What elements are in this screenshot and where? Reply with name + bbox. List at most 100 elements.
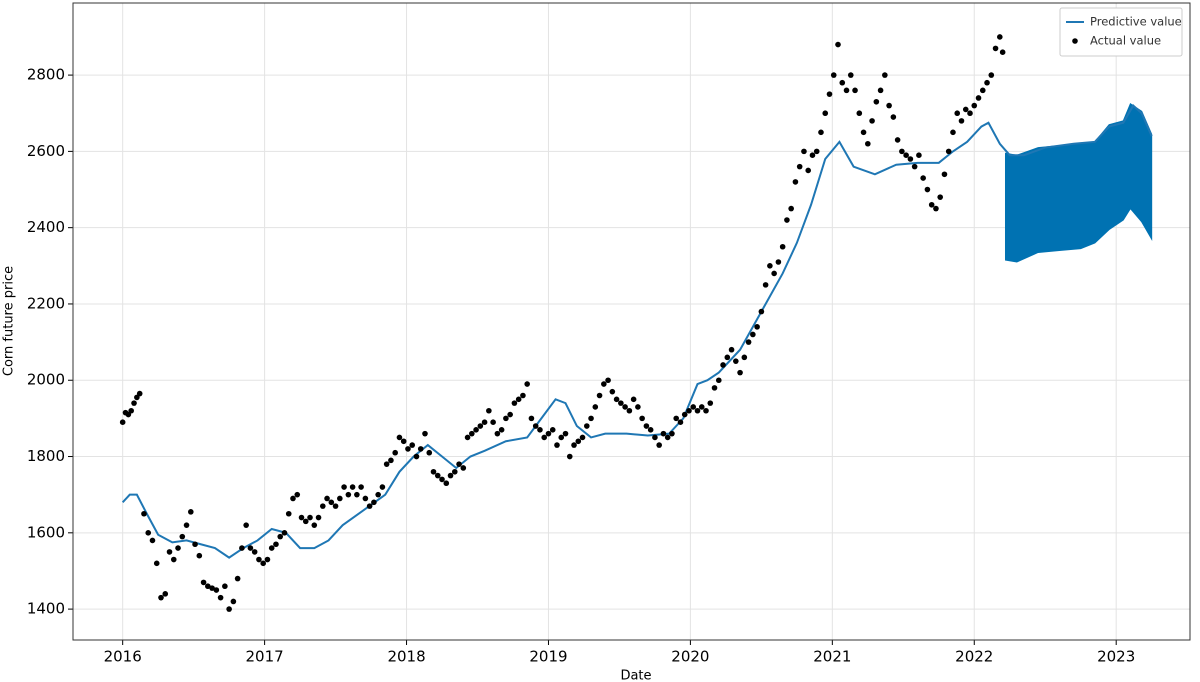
y-tick-label: 1400 — [27, 600, 65, 618]
actual-point — [422, 430, 428, 437]
actual-point — [728, 346, 735, 353]
actual-point — [183, 522, 190, 528]
actual-point — [188, 509, 194, 515]
actual-point — [775, 259, 782, 265]
actual-point — [273, 541, 279, 548]
actual-point — [136, 390, 143, 397]
actual-point — [860, 129, 867, 136]
actual-point — [971, 102, 978, 109]
actual-point — [409, 442, 416, 448]
actual-point — [575, 438, 582, 445]
x-tick-label: 2023 — [1097, 648, 1135, 666]
actual-point — [511, 400, 518, 406]
actual-point — [285, 510, 292, 517]
actual-point — [260, 560, 266, 567]
actual-point — [464, 434, 471, 441]
actual-point — [984, 79, 990, 86]
actual-point — [933, 205, 939, 212]
actual-point — [715, 377, 722, 384]
actual-point — [315, 514, 322, 521]
actual-point — [962, 106, 969, 113]
y-tick-label: 2400 — [27, 218, 65, 236]
actual-point — [954, 110, 961, 117]
actual-point — [924, 186, 931, 193]
actual-point — [217, 594, 224, 601]
actual-point — [515, 396, 522, 403]
actual-point — [941, 171, 948, 178]
actual-point — [826, 91, 833, 97]
actual-point — [396, 434, 403, 441]
y-tick-label: 1800 — [27, 447, 65, 465]
actual-point — [226, 606, 232, 612]
actual-point — [664, 434, 671, 441]
actual-point — [865, 140, 871, 147]
y-tick-label: 2000 — [27, 371, 65, 389]
actual-point — [711, 385, 718, 391]
actual-point — [541, 434, 548, 441]
legend-label: Actual value — [1090, 34, 1161, 48]
actual-point — [707, 400, 714, 406]
actual-point — [737, 369, 743, 376]
actual-point — [311, 522, 318, 528]
actual-point — [192, 541, 198, 548]
actual-point — [532, 423, 539, 429]
actual-point — [613, 396, 620, 403]
actual-point — [149, 537, 156, 544]
y-tick-label: 1600 — [27, 523, 65, 541]
actual-point — [558, 434, 565, 441]
actual-point — [979, 87, 986, 94]
legend-box — [1059, 7, 1183, 57]
actual-point — [451, 468, 458, 475]
actual-point — [162, 591, 169, 597]
actual-point — [813, 148, 820, 155]
actual-point — [839, 79, 846, 86]
actual-point — [366, 503, 373, 509]
actual-point — [733, 358, 739, 364]
actual-point — [388, 457, 394, 464]
actual-point — [698, 404, 705, 410]
actual-point — [131, 400, 137, 406]
actual-point — [175, 545, 181, 551]
actual-point — [911, 163, 918, 170]
y-axis-label: Corn future price — [2, 266, 17, 376]
actual-point — [818, 129, 824, 136]
actual-point — [213, 587, 220, 593]
actual-point — [251, 549, 258, 555]
actual-point — [677, 419, 684, 425]
actual-point — [256, 556, 262, 563]
actual-point — [230, 598, 237, 605]
actual-point — [490, 419, 496, 425]
actual-point — [486, 407, 492, 414]
uncertainty-band — [1004, 102, 1153, 263]
actual-point — [647, 427, 654, 433]
x-tick-label: 2016 — [104, 648, 142, 666]
actual-point — [430, 468, 437, 475]
actual-point — [239, 545, 245, 551]
actual-point — [439, 476, 445, 483]
actual-point — [549, 427, 556, 433]
actual-point — [899, 148, 905, 155]
actual-point — [796, 163, 803, 170]
actual-point — [830, 72, 837, 78]
actual-point — [349, 484, 356, 490]
actual-point — [630, 396, 637, 403]
actual-point — [234, 575, 241, 582]
actual-point — [294, 491, 301, 498]
actual-point — [141, 510, 147, 517]
actual-point — [290, 495, 296, 502]
actual-point — [592, 404, 599, 410]
actual-point — [209, 585, 215, 591]
actual-point — [703, 407, 709, 414]
actual-point — [281, 530, 288, 536]
x-tick-label: 2021 — [813, 648, 851, 666]
actual-point — [622, 404, 628, 410]
actual-point — [771, 270, 777, 277]
actual-point — [660, 430, 667, 437]
actual-point — [618, 400, 624, 406]
actual-point — [992, 45, 999, 52]
x-axis-label: Date — [620, 669, 651, 682]
actual-point — [903, 152, 909, 158]
actual-point — [264, 556, 271, 563]
actual-point — [277, 533, 284, 540]
actual-point — [937, 194, 944, 200]
